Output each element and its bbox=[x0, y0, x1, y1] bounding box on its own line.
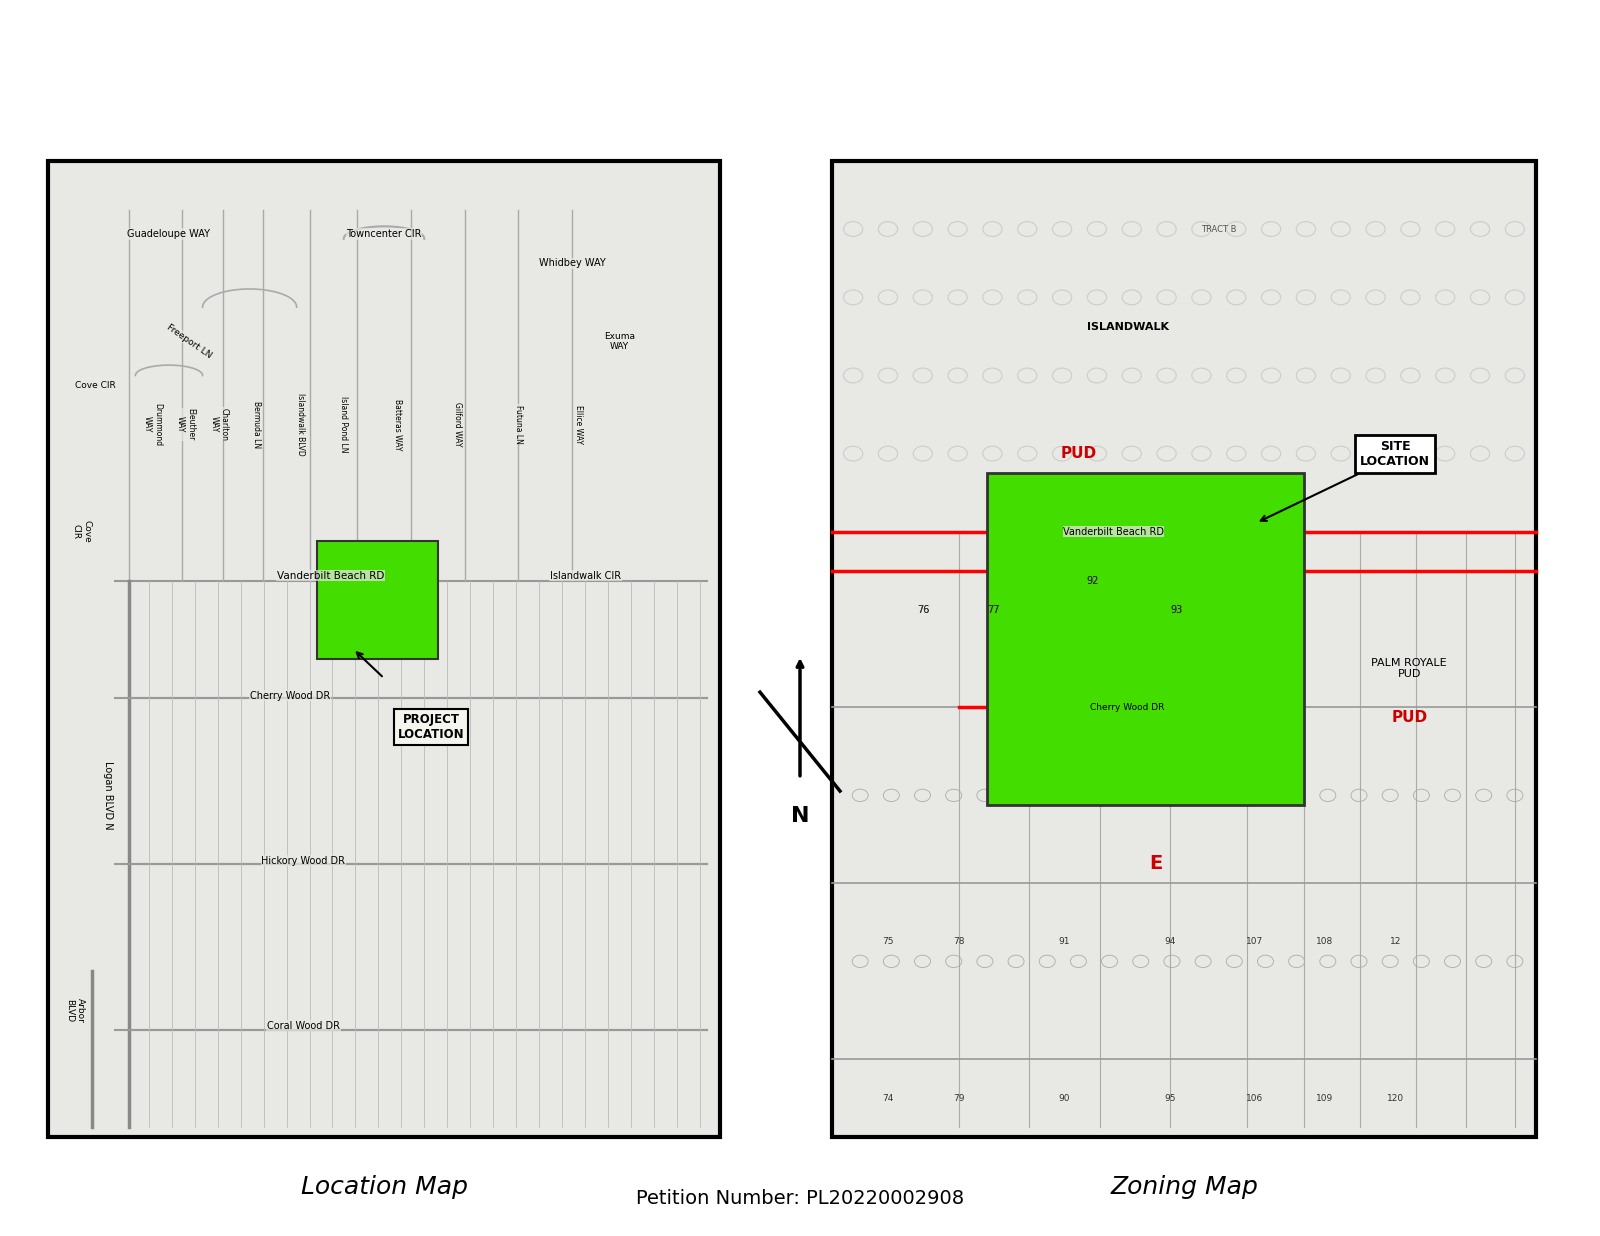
Text: Drummond
WAY: Drummond WAY bbox=[142, 403, 162, 446]
Bar bbox=[317, 541, 438, 659]
Text: Arbor
BLVD: Arbor BLVD bbox=[66, 997, 85, 1022]
Text: Logan BLVD N: Logan BLVD N bbox=[104, 761, 114, 829]
Text: 74: 74 bbox=[883, 1094, 894, 1103]
Bar bbox=[987, 473, 1304, 805]
Text: Towncenter CIR: Towncenter CIR bbox=[346, 229, 422, 239]
Text: 77: 77 bbox=[987, 604, 1000, 614]
Text: Whidbey WAY: Whidbey WAY bbox=[539, 258, 605, 268]
Text: Vanderbilt Beach RD: Vanderbilt Beach RD bbox=[1062, 527, 1165, 536]
Text: Coral Wood DR: Coral Wood DR bbox=[267, 1021, 339, 1031]
Text: 108: 108 bbox=[1317, 937, 1333, 947]
Text: 94: 94 bbox=[1165, 937, 1176, 947]
Text: 12: 12 bbox=[1389, 937, 1402, 947]
Text: Cherry Wood DR: Cherry Wood DR bbox=[250, 691, 330, 701]
Text: Hickory Wood DR: Hickory Wood DR bbox=[261, 855, 346, 865]
Text: 120: 120 bbox=[1387, 1094, 1403, 1103]
Text: PUD: PUD bbox=[1061, 446, 1096, 461]
Text: PROJECT
LOCATION: PROJECT LOCATION bbox=[398, 713, 464, 742]
Text: Islandwalk CIR: Islandwalk CIR bbox=[550, 571, 621, 581]
Text: Guadeloupe WAY: Guadeloupe WAY bbox=[128, 229, 211, 239]
Bar bbox=[832, 161, 1536, 1137]
Text: E: E bbox=[1149, 854, 1163, 873]
Text: PUD: PUD bbox=[1392, 709, 1427, 724]
Bar bbox=[48, 161, 720, 1137]
Text: Location Map: Location Map bbox=[301, 1174, 467, 1199]
Text: 95: 95 bbox=[1165, 1094, 1176, 1103]
Text: Ellice WAY: Ellice WAY bbox=[574, 405, 584, 444]
Text: 75: 75 bbox=[883, 937, 894, 947]
Text: SITE
LOCATION: SITE LOCATION bbox=[1360, 440, 1430, 467]
Text: 93: 93 bbox=[1171, 604, 1182, 614]
Text: ISLANDWALK: ISLANDWALK bbox=[1086, 321, 1168, 331]
Text: Bermuda LN: Bermuda LN bbox=[251, 400, 261, 447]
Text: Charlton
WAY: Charlton WAY bbox=[210, 408, 229, 441]
Text: Cove
CIR: Cove CIR bbox=[72, 520, 91, 543]
Text: 76: 76 bbox=[917, 604, 930, 614]
Text: Islandwalk BLVD: Islandwalk BLVD bbox=[296, 393, 304, 456]
Text: 79: 79 bbox=[954, 1094, 965, 1103]
Text: Exuma
WAY: Exuma WAY bbox=[603, 331, 635, 351]
Text: 78: 78 bbox=[954, 937, 965, 947]
Text: Island Pond LN: Island Pond LN bbox=[339, 396, 349, 452]
Text: PALM ROYALE
PUD: PALM ROYALE PUD bbox=[1371, 658, 1446, 680]
Text: 91: 91 bbox=[1059, 937, 1070, 947]
Text: 92: 92 bbox=[1086, 576, 1099, 586]
Text: Vanderbilt Beach RD: Vanderbilt Beach RD bbox=[277, 571, 384, 581]
Text: TRACT B: TRACT B bbox=[1202, 225, 1237, 234]
Text: Petition Number: PL20220002908: Petition Number: PL20220002908 bbox=[635, 1189, 965, 1209]
Text: Cherry Wood DR: Cherry Wood DR bbox=[1091, 703, 1165, 712]
Text: Zoning Map: Zoning Map bbox=[1110, 1174, 1258, 1199]
Text: Freeport LN: Freeport LN bbox=[165, 323, 213, 360]
Text: Batteras WAY: Batteras WAY bbox=[394, 398, 402, 450]
Text: Eleuther
WAY: Eleuther WAY bbox=[176, 408, 195, 440]
Text: Cove CIR: Cove CIR bbox=[75, 381, 115, 389]
Text: Futuna LN: Futuna LN bbox=[514, 405, 523, 444]
Text: 92: 92 bbox=[1086, 576, 1099, 586]
Text: 76: 76 bbox=[917, 604, 930, 614]
Text: 109: 109 bbox=[1317, 1094, 1333, 1103]
Text: 90: 90 bbox=[1059, 1094, 1070, 1103]
Text: Gilford WAY: Gilford WAY bbox=[453, 402, 462, 446]
Text: N: N bbox=[790, 806, 810, 826]
Text: 106: 106 bbox=[1246, 1094, 1262, 1103]
Text: 107: 107 bbox=[1246, 937, 1262, 947]
Text: 77: 77 bbox=[987, 604, 1000, 614]
Text: 93: 93 bbox=[1171, 604, 1182, 614]
